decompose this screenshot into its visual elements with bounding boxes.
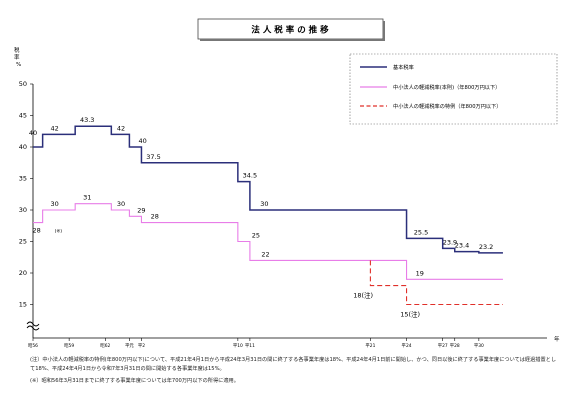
y-tick-label: 20 bbox=[19, 269, 27, 277]
y-ticks: 15 20 25 30 35 40 45 50 bbox=[19, 80, 33, 309]
footnotes: (注）中小法人の軽減税率の特例(年800万円以下)について、平成21年4月1日か… bbox=[30, 356, 560, 386]
data-label: 22 bbox=[261, 250, 269, 258]
x-tick-label: 平27 bbox=[438, 343, 448, 349]
y-tick-label: 30 bbox=[19, 206, 27, 214]
y-tick-label: 40 bbox=[19, 143, 27, 151]
title-box-shadow bbox=[383, 21, 385, 41]
legend-label-basic: 基本税率 bbox=[393, 63, 414, 71]
x-tick-label: 平28 bbox=[450, 343, 460, 349]
x-tick-label: 平24 bbox=[402, 343, 412, 349]
data-label: 15(注) bbox=[400, 310, 420, 319]
data-label: 42 bbox=[117, 124, 125, 132]
y-axis-unit-line1: 税 bbox=[14, 46, 20, 54]
y-tick-label: 50 bbox=[19, 80, 27, 88]
x-tick-label: 平元 bbox=[125, 343, 134, 349]
data-label: 30 bbox=[51, 200, 59, 208]
title-box-shadow-bottom bbox=[200, 39, 385, 41]
axis-break-icon bbox=[26, 321, 40, 331]
x-tick-label: 平2 bbox=[138, 343, 145, 349]
chart-title: 法 人 税 率 の 推 移 bbox=[251, 25, 329, 36]
series-layer bbox=[33, 125, 503, 306]
legend-label-sme-standard: 中小法人の軽減税率(本則)（年800万円以下） bbox=[393, 83, 500, 91]
data-label: 40 bbox=[139, 137, 147, 145]
series-line-0 bbox=[33, 125, 503, 254]
x-tick-label: 平11 bbox=[245, 343, 255, 349]
footnote-2: (※）昭和56年3月31日までに終了する事業年度については年700万円以下の所得… bbox=[30, 378, 239, 384]
data-label: 30 bbox=[117, 200, 125, 208]
data-labels-layer: 40 42 43.3 42 40 37.5 34.5 30 25.5 23.923.4 23.2 30… bbox=[29, 116, 493, 318]
data-label: 43.3 bbox=[80, 116, 94, 124]
data-label: 23.4 bbox=[455, 242, 469, 250]
data-label: 23.9 bbox=[443, 238, 457, 246]
footnote-1: (注）中小法人の軽減税率の特例(年800万円以下)について、平成21年4月1日か… bbox=[30, 357, 557, 372]
x-tick-label: 昭59 bbox=[64, 343, 74, 349]
x-tick-label: 平10 bbox=[233, 343, 243, 349]
data-label: 29 bbox=[137, 206, 145, 214]
x-tick-label: 昭62 bbox=[100, 343, 110, 349]
y-tick-label: 15 bbox=[19, 301, 27, 309]
data-label: 19 bbox=[416, 269, 424, 277]
y-axis-unit-line3: % bbox=[16, 62, 21, 68]
series-line-1 bbox=[33, 203, 503, 280]
x-tick-label: 平30 bbox=[474, 343, 484, 349]
data-label: 18(注) bbox=[353, 291, 373, 300]
data-label: 25.5 bbox=[414, 228, 428, 236]
y-tick-label: 25 bbox=[19, 238, 27, 246]
data-label: 23.2 bbox=[479, 243, 493, 251]
data-label: 42 bbox=[51, 124, 59, 132]
data-label: 25 bbox=[252, 232, 260, 240]
x-tick-label: 昭56 bbox=[28, 343, 38, 349]
legend: 基本税率 中小法人の軽減税率(本則)（年800万円以下） 中小法人の軽減税率の特… bbox=[349, 53, 558, 125]
data-label: 40 bbox=[29, 129, 37, 137]
data-label: 28 bbox=[151, 213, 159, 221]
y-tick-label: 35 bbox=[19, 175, 27, 183]
data-label: 30 bbox=[260, 200, 268, 208]
x-ticks: 昭56 昭59 昭62 平元 平2 平10 平11 平21 平24 平27 平28 平30 bbox=[28, 338, 484, 349]
y-tick-label: 45 bbox=[19, 112, 27, 120]
x-axis-unit: 年 bbox=[554, 335, 560, 343]
legend-label-sme-special: 中小法人の軽減税率の特例（年800万円以下） bbox=[393, 102, 501, 110]
series-line-2 bbox=[369, 260, 503, 306]
data-label: 31 bbox=[83, 194, 91, 202]
data-label: (※) bbox=[55, 229, 63, 235]
y-axis-unit-line2: 率 bbox=[14, 53, 20, 61]
data-label: 37.5 bbox=[146, 153, 160, 161]
data-label: 28 bbox=[32, 227, 40, 235]
x-tick-label: 平21 bbox=[365, 343, 375, 349]
data-label: 34.5 bbox=[243, 172, 257, 180]
legend-box bbox=[349, 53, 558, 125]
